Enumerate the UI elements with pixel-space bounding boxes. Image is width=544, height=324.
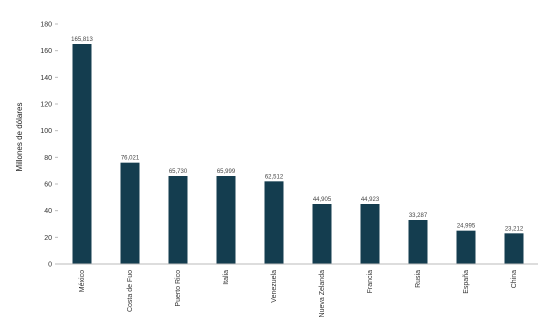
- bar: [72, 44, 92, 264]
- data-label: 76,021: [121, 156, 140, 162]
- y-axis-label: Millones de dólares: [15, 103, 24, 172]
- category-label: Rusia: [415, 270, 422, 288]
- bar: [216, 176, 236, 264]
- data-label: 62,512: [265, 174, 284, 180]
- data-label: 44,905: [313, 197, 332, 203]
- bars: 165,813 76,021 65,730 65,999 62,512 44,905 44,…: [71, 37, 524, 264]
- category-label: China: [511, 270, 518, 288]
- y-tick-label: 60: [44, 182, 52, 189]
- y-tick-label: 80: [44, 155, 52, 162]
- y-tick-label: 120: [40, 102, 52, 109]
- y-tick-label: 100: [40, 128, 52, 135]
- bar: [312, 204, 332, 264]
- category-label: España: [463, 270, 470, 294]
- bar: [360, 204, 380, 264]
- data-label: 33,287: [409, 213, 428, 219]
- data-label: 65,999: [217, 169, 236, 175]
- y-axis: 0 20 40 60 80 100 120 140 160 180: [40, 22, 58, 269]
- bar: [264, 181, 284, 264]
- data-label: 24,995: [457, 224, 476, 230]
- y-tick-label: 40: [44, 208, 52, 215]
- bar: [504, 233, 524, 264]
- y-tick-label: 160: [40, 48, 52, 55]
- category-label: Puerto Rico: [175, 270, 182, 307]
- data-label: 165,813: [71, 37, 93, 43]
- y-tick-label: 140: [40, 75, 52, 82]
- data-label: 65,730: [169, 169, 188, 175]
- bar: [168, 176, 188, 264]
- category-label: Italia: [223, 270, 230, 285]
- data-label: 44,923: [361, 197, 380, 203]
- category-label: Francia: [367, 270, 374, 293]
- y-tick-label: 180: [40, 22, 52, 29]
- data-label: 23,212: [505, 226, 524, 232]
- category-label: Venezuela: [271, 270, 278, 303]
- x-axis: México Costa de Fuo Puerto Rico Italia Venez…: [58, 263, 538, 318]
- y-tick-label: 0: [48, 262, 52, 269]
- category-label: Nueva Zelanda: [319, 270, 326, 318]
- bar: [120, 162, 140, 264]
- bar: [408, 220, 428, 264]
- y-tick-label: 20: [44, 235, 52, 242]
- category-label: Costa de Fuo: [127, 270, 134, 312]
- bar: [456, 230, 476, 264]
- category-label: México: [79, 270, 86, 292]
